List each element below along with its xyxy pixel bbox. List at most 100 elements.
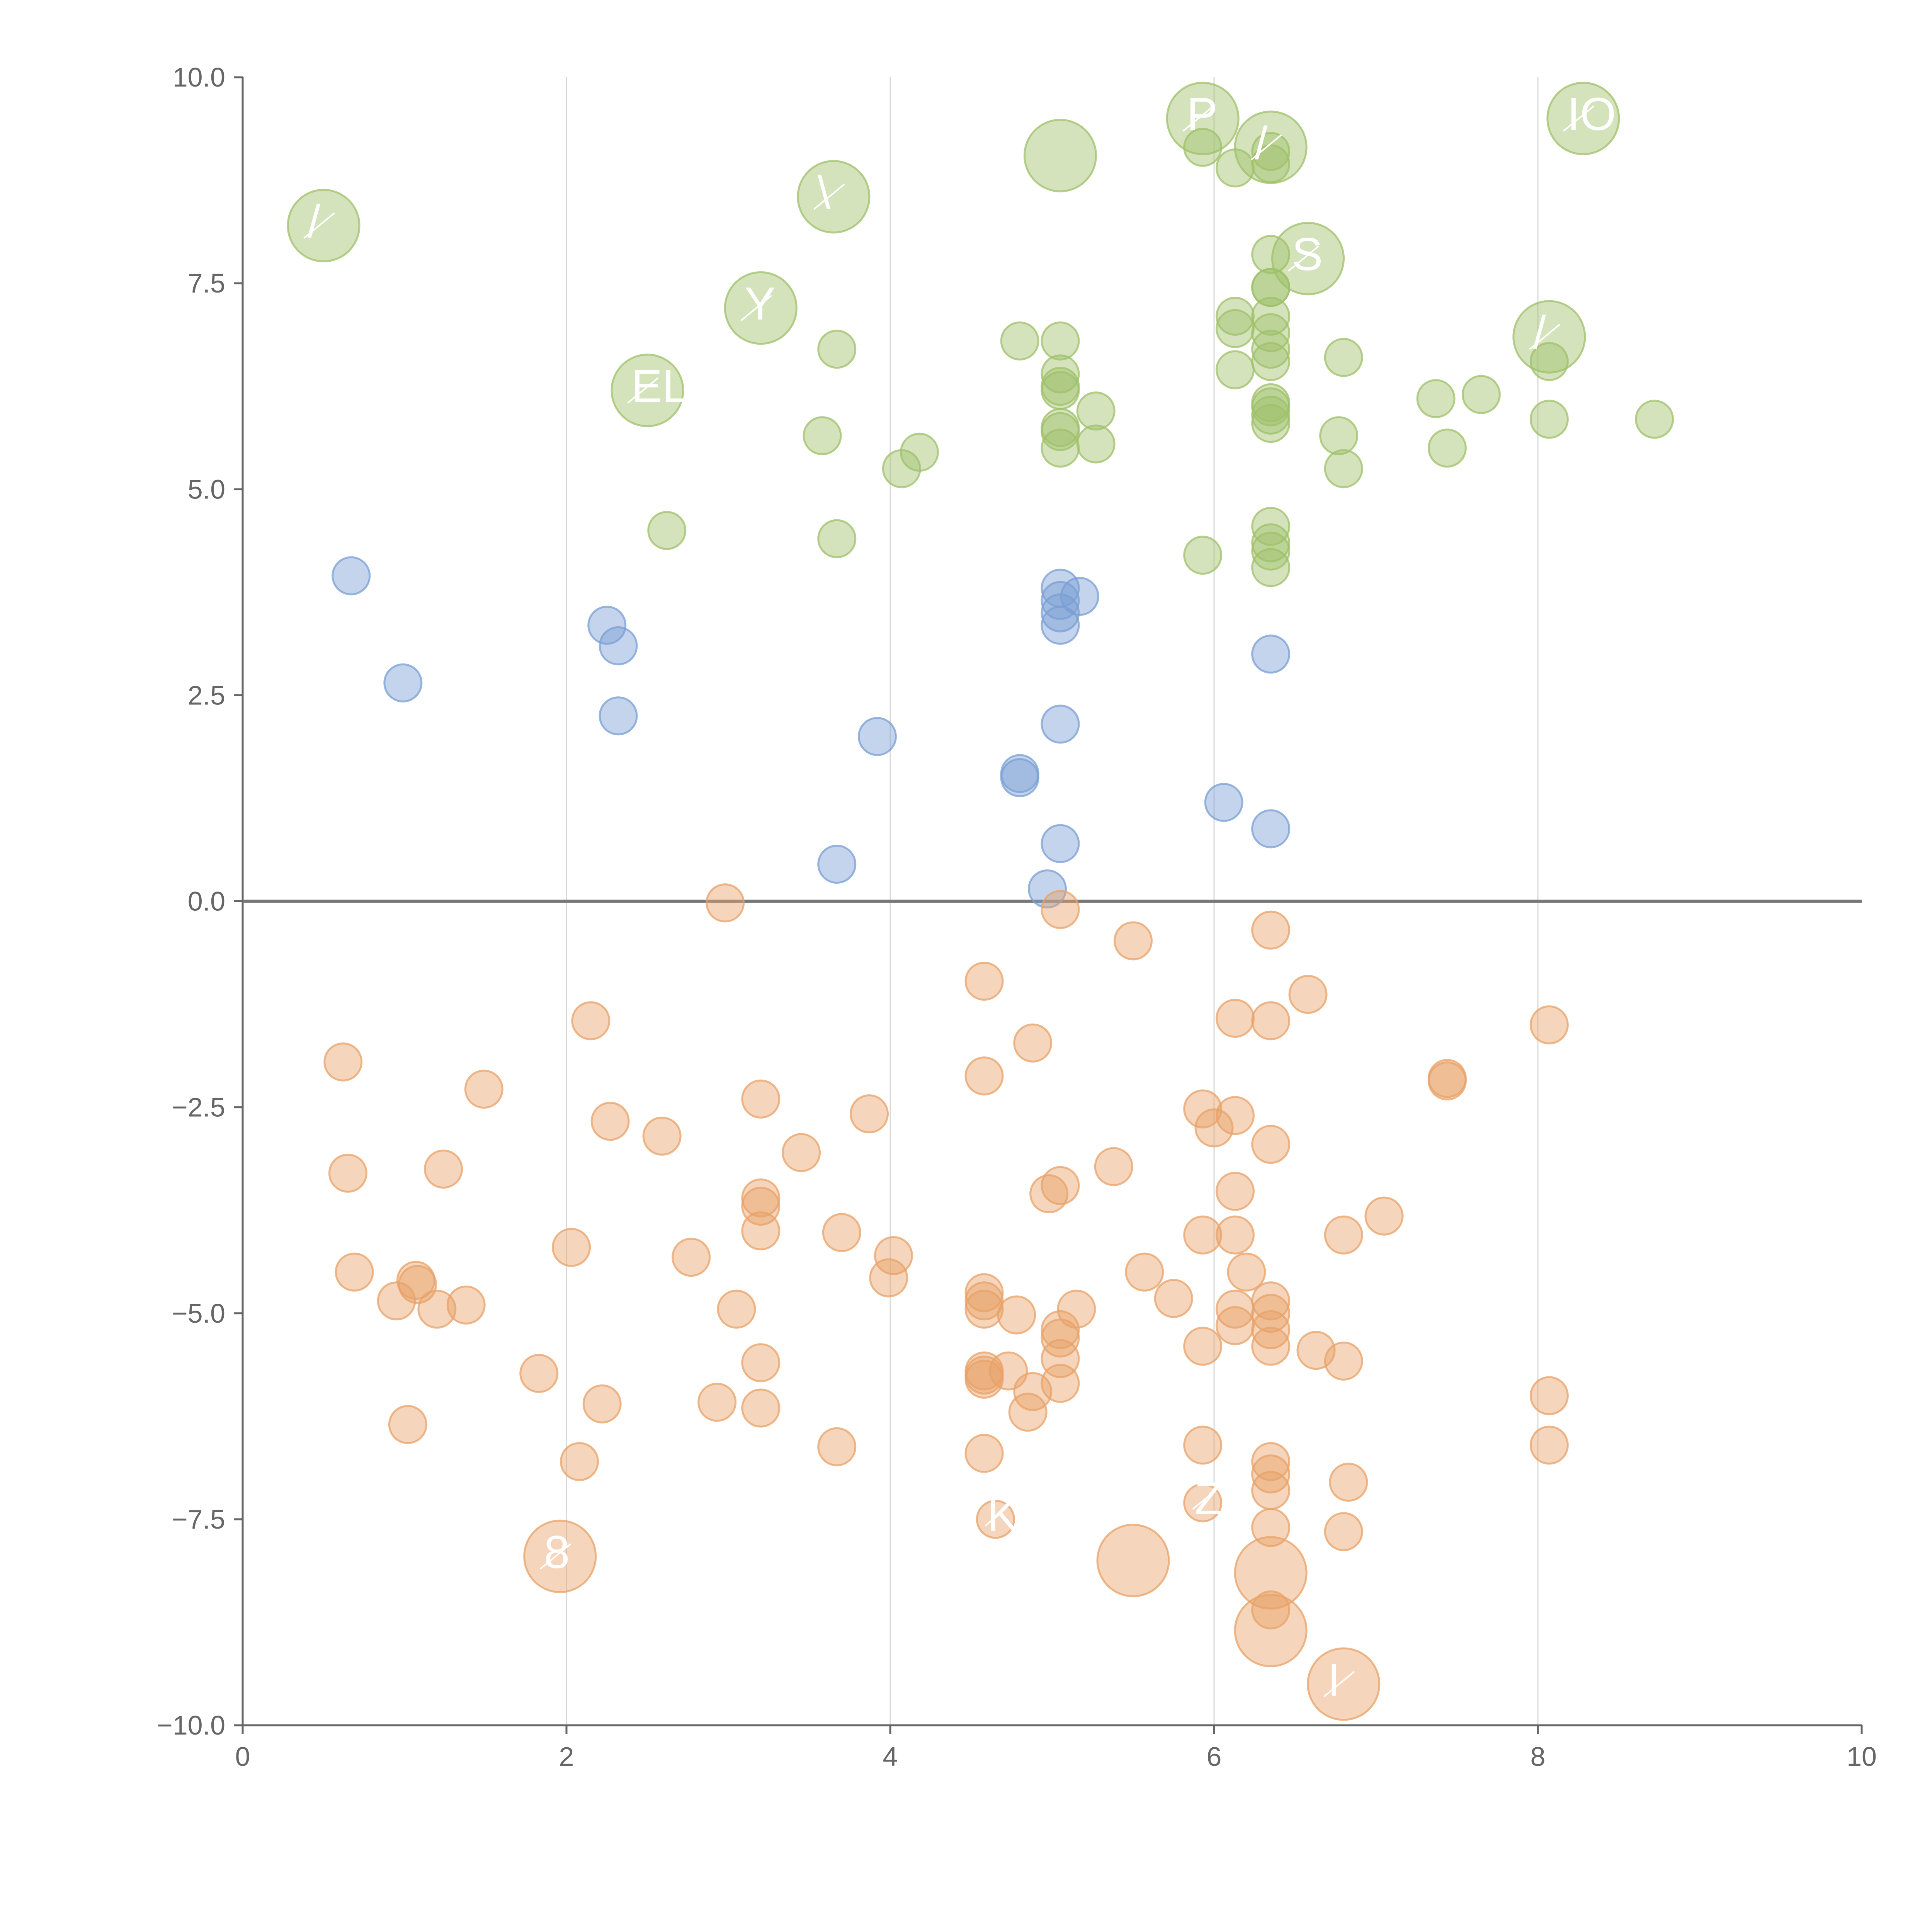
green-point [1041, 412, 1080, 451]
orange-point [582, 1384, 622, 1423]
x-tick-label: 4 [883, 1742, 898, 1772]
orange-point [377, 1281, 416, 1321]
x-tick-label: 6 [1207, 1742, 1222, 1772]
orange-point [1029, 1174, 1069, 1214]
label-leader-line [540, 1543, 571, 1570]
orange-point [1041, 1318, 1080, 1358]
green-point [1041, 321, 1080, 361]
green-point [1324, 449, 1363, 488]
orange-point [1215, 1306, 1255, 1345]
green-point [803, 416, 842, 456]
orange-point [560, 1442, 599, 1481]
point-label: Z [1194, 1473, 1223, 1524]
blue-point [817, 845, 857, 884]
label-leader-line [1529, 323, 1561, 350]
orange-point [1251, 1125, 1291, 1164]
y-tick-label: 10.0 [173, 62, 225, 92]
blue-point [1000, 758, 1039, 798]
y-tick-label: 2.5 [188, 680, 225, 710]
blue-point [587, 605, 627, 645]
orange-point [741, 1178, 781, 1218]
orange-point [1013, 1023, 1053, 1063]
orange-point [741, 1211, 781, 1250]
orange-point [741, 1388, 781, 1428]
green-point [1251, 144, 1291, 184]
blue-point [1060, 577, 1099, 616]
green-point [797, 160, 871, 234]
orange-point [1529, 1376, 1569, 1415]
orange-point [1227, 1252, 1266, 1292]
axis-layer: 0 2 4 6 8 10 10.0 7.5 5.0 2.5 0.0 −2.5 −5.0 −7.5 −10.0 [157, 62, 1877, 1772]
label-leader-line [740, 295, 772, 321]
green-point [1183, 536, 1223, 575]
y-tick-label: 0.0 [188, 886, 225, 917]
orange-point [1529, 1425, 1569, 1465]
green-point [1635, 400, 1674, 439]
orange-point [964, 1434, 1004, 1473]
orange-point [1215, 1096, 1255, 1135]
green-point [1251, 132, 1291, 171]
green-point [1529, 342, 1569, 381]
point-label: Y [745, 278, 776, 330]
orange-point [1251, 1442, 1291, 1481]
blue-point [599, 696, 638, 736]
point-label: / [308, 196, 321, 247]
label-leader-line [1323, 1671, 1355, 1697]
orange-point [741, 1343, 781, 1383]
orange-point [1251, 1454, 1291, 1494]
orange-point [1008, 1393, 1048, 1432]
green-point [1215, 309, 1255, 348]
orange-point [417, 1289, 457, 1329]
orange-point [1251, 1310, 1291, 1349]
green-point [1529, 400, 1569, 439]
blue-point [1041, 605, 1080, 645]
blue-point [599, 626, 638, 665]
green-point [817, 330, 857, 369]
orange-point [850, 1094, 889, 1134]
orange-point [1251, 1471, 1291, 1510]
orange-point [1251, 1001, 1291, 1041]
orange-point [964, 1056, 1004, 1096]
orange-point [1183, 1215, 1223, 1255]
green-point [1324, 338, 1363, 377]
orange-point [964, 1281, 1004, 1321]
green-point [1000, 321, 1039, 361]
orange-point [1529, 1005, 1569, 1044]
green-point [1461, 375, 1501, 414]
x-tick-label: 8 [1531, 1742, 1546, 1772]
point-label: EL [631, 360, 688, 412]
orange-point [1324, 1215, 1363, 1255]
labels-layer: / EL Y \ P / S / IOT 8 K Z I [303, 88, 1645, 1706]
orange-point [976, 1500, 1015, 1539]
orange-point [1324, 1341, 1363, 1381]
green-point [1251, 342, 1291, 381]
x-tick-label: 2 [559, 1742, 574, 1772]
green-point [1427, 429, 1467, 468]
orange-point [1183, 1327, 1223, 1366]
green-point [724, 271, 798, 345]
orange-point [396, 1260, 435, 1300]
orange-point [1329, 1463, 1368, 1502]
green-point [647, 511, 687, 550]
green-point [1215, 148, 1255, 188]
blue-point [332, 556, 371, 595]
green-point [1251, 296, 1291, 336]
y-tick-label: 7.5 [188, 268, 225, 298]
orange-point [388, 1405, 427, 1444]
orange-point [1288, 975, 1328, 1014]
green-point [1041, 371, 1080, 410]
orange-point [1041, 1310, 1080, 1349]
green-point [1041, 354, 1080, 394]
point-label: S [1292, 228, 1323, 280]
label-leader-line [303, 212, 335, 239]
orange-point [1251, 1327, 1291, 1366]
green-point [1251, 395, 1291, 435]
blue-point [1041, 824, 1080, 863]
orange-point [1114, 921, 1153, 961]
orange-point [717, 1289, 756, 1329]
orange-point [590, 1102, 630, 1141]
orange-point [552, 1228, 591, 1267]
blue-point [1041, 593, 1080, 633]
y-tick-label: 5.0 [188, 474, 225, 504]
orange-point [964, 1273, 1004, 1312]
